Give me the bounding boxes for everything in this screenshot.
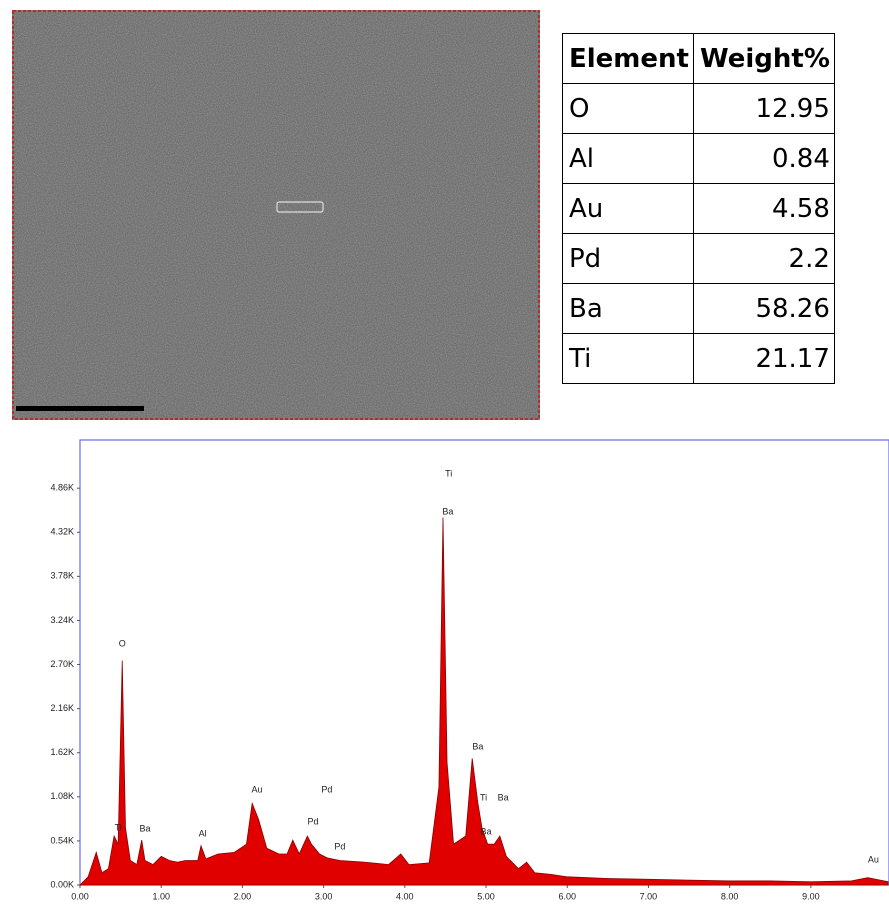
peak-label: Ti: [480, 792, 487, 802]
y-tick-label: 0.00K: [50, 879, 74, 889]
peak-label: Ba: [139, 823, 150, 833]
y-tick-label: 3.78K: [50, 571, 74, 581]
spectrum-chart: 0.00K 0.54K 1.08K 1.62K 2.16K 2.70K 3.24K 3.78K…: [50, 439, 889, 901]
peak-label: Au: [868, 854, 879, 864]
peak-label: Pd: [334, 841, 345, 851]
x-tick-label: 4.00: [396, 891, 414, 901]
x-tick-label: 7.00: [640, 891, 658, 901]
table-cell: O: [562, 83, 694, 134]
header-cell: Weight%: [692, 33, 835, 84]
peak-label: Ba: [498, 792, 509, 802]
plot-frame: [79, 439, 889, 886]
y-tick-label: 2.70K: [50, 659, 74, 669]
header-row: Element Weight%: [562, 33, 835, 84]
table-cell: Ti: [562, 333, 694, 384]
peak-label: Ti: [445, 469, 452, 479]
y-tick-label: 0.54K: [50, 835, 74, 845]
table-row: Ti 21.17: [562, 333, 835, 384]
table-row: Ba 58.26: [562, 283, 835, 334]
x-tick-label: 6.00: [558, 891, 576, 901]
x-tick-label: 8.00: [721, 891, 739, 901]
peak-label: Ba: [472, 741, 483, 751]
table-cell: Pd: [562, 233, 694, 284]
peak-label: O: [119, 639, 126, 649]
table-cell: 12.95: [692, 83, 835, 134]
table-row: Au 4.58: [562, 183, 835, 234]
y-tick-label: 1.08K: [50, 791, 74, 801]
header-cell: Element: [562, 33, 694, 84]
peak-label: Ti: [115, 822, 122, 832]
table-cell: 58.26: [692, 283, 835, 334]
table-row: Al 0.84: [562, 133, 835, 184]
table-row: O 12.95: [562, 83, 835, 134]
y-tick-label: 4.32K: [50, 527, 74, 537]
x-tick-label: 3.00: [315, 891, 333, 901]
y-tick-label: 1.62K: [50, 747, 74, 757]
table-cell: 2.2: [692, 233, 835, 284]
table-cell: 0.84: [692, 133, 835, 184]
sem-image: [12, 10, 540, 420]
weight-table: Element Weight% O 12.95 Al 0.84 Au 4.58 Pd 2.2 Ba…: [562, 33, 835, 384]
table-cell: Al: [562, 133, 694, 184]
table-cell: 21.17: [692, 333, 835, 384]
y-tick-label: 3.24K: [50, 615, 74, 625]
x-tick-label: 5.00: [477, 891, 495, 901]
peak-label: Ba: [442, 506, 453, 516]
table-cell: 4.58: [692, 183, 835, 234]
x-tick-label: 1.00: [152, 891, 170, 901]
peak-label: Au: [252, 784, 263, 794]
table-cell: Ba: [562, 283, 694, 334]
peak-label: Al: [199, 828, 207, 838]
y-tick-label: 2.16K: [50, 703, 74, 713]
x-tick-label: 9.00: [802, 891, 820, 901]
table-cell: Au: [562, 183, 694, 234]
y-tick-label: 4.86K: [50, 483, 74, 493]
peak-label: Ba: [481, 826, 492, 836]
peak-label: Pd: [321, 784, 332, 794]
x-tick-label: 0.00: [71, 891, 89, 901]
peak-label: Pd: [308, 816, 319, 826]
table-row: Pd 2.2: [562, 233, 835, 284]
spectrum-area: [79, 517, 889, 886]
x-tick-label: 2.00: [234, 891, 252, 901]
